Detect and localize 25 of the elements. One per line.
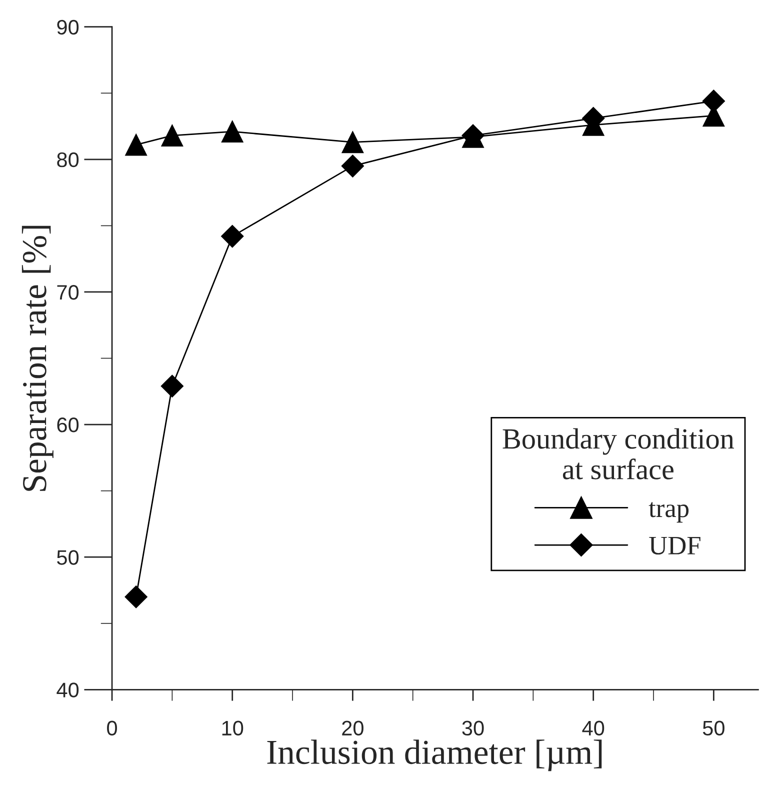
x-tick-label: 50 (702, 720, 724, 736)
point (160, 374, 184, 398)
point (124, 586, 148, 608)
legend-title: Boundary condition at surface (502, 428, 734, 480)
legend-label: UDF (649, 536, 700, 555)
y-tick-label: 40 (56, 682, 79, 698)
legend-label: trap (648, 502, 689, 523)
y-tick-label: 50 (57, 550, 79, 565)
y-axis-title: Separation rate [%] (22, 226, 54, 491)
point (221, 120, 244, 143)
point (221, 224, 244, 248)
point (342, 131, 364, 154)
y-tick-label: 80 (57, 152, 79, 168)
x-tick-label: 0 (107, 720, 117, 736)
x-tick-label: 10 (222, 720, 244, 736)
y-tick-label: 60 (57, 418, 79, 432)
x-axis-title: Inclusion diameter [µm] (267, 740, 602, 772)
y-tick-label: 70 (57, 284, 79, 300)
point (125, 134, 148, 156)
point (161, 124, 184, 146)
x-tick-label: 40 (582, 720, 604, 736)
x-tick-label: 30 (462, 720, 484, 736)
point (341, 154, 364, 178)
x-tick-label: 20 (342, 720, 364, 736)
y-tick-label: 90 (57, 20, 79, 35)
